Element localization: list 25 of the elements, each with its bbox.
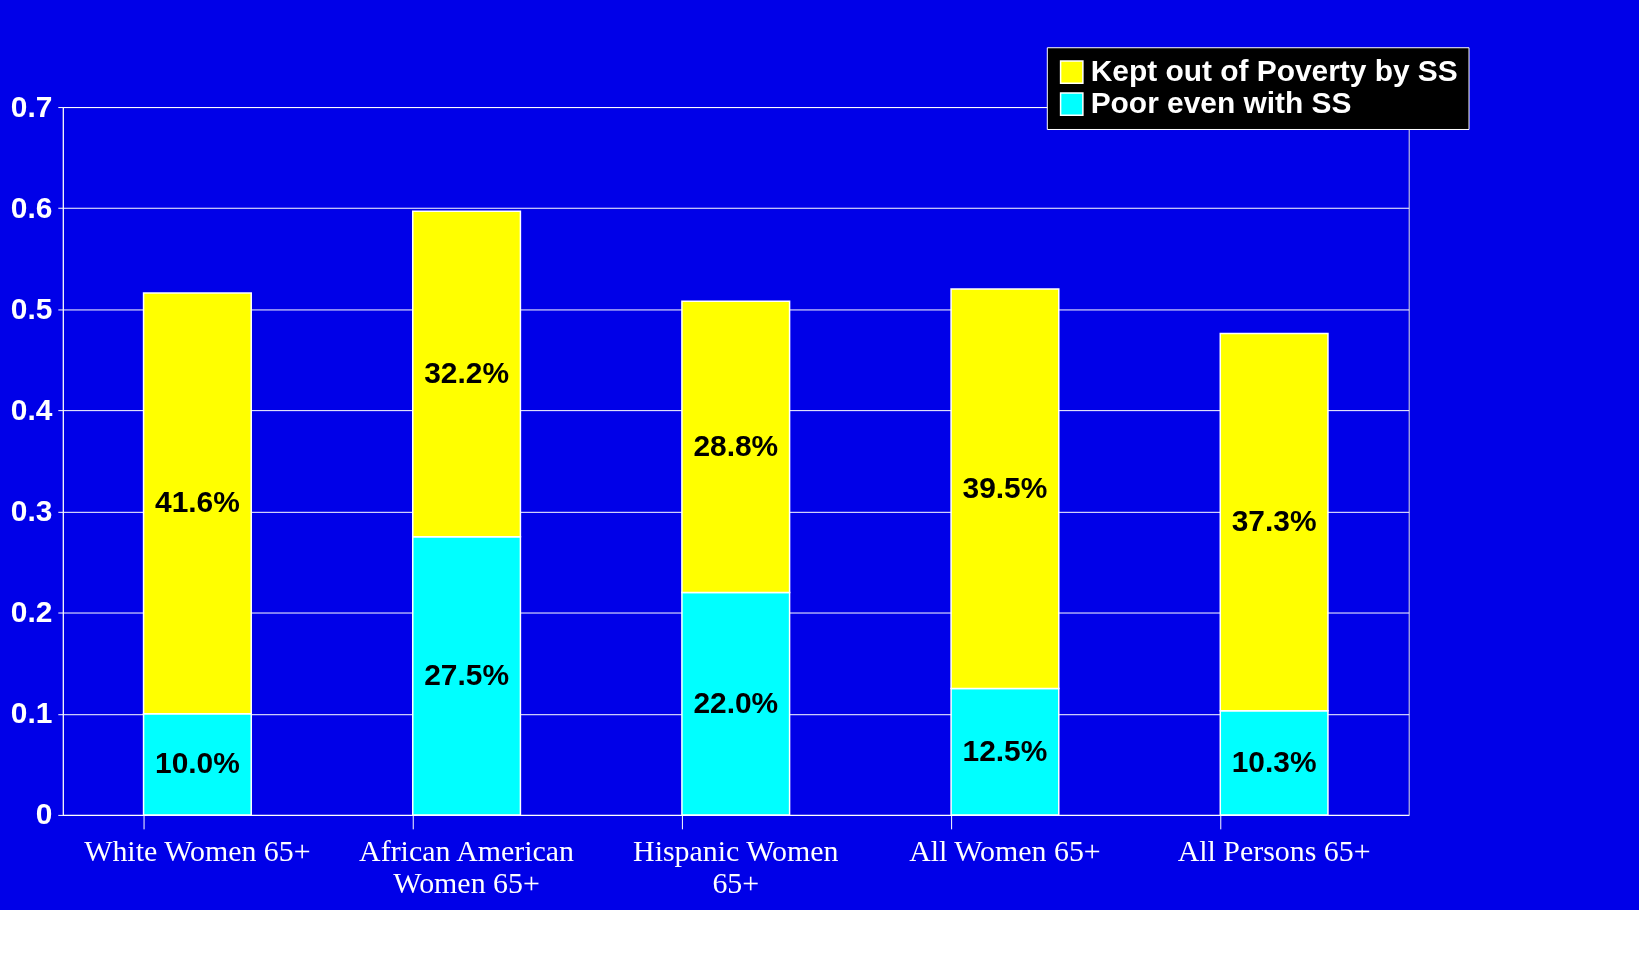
data-label: 12.5%: [962, 733, 1048, 767]
data-label: 27.5%: [424, 657, 509, 691]
data-label: 39.5%: [962, 470, 1048, 504]
y-tick-label: 0.5: [10, 291, 53, 325]
y-tick-label: 0.3: [10, 494, 53, 528]
data-label: 41.6%: [155, 485, 240, 519]
data-label: 10.0%: [155, 746, 240, 780]
data-label: 22.0%: [693, 685, 779, 719]
data-label: 28.8%: [693, 428, 779, 462]
y-tick-label: 0.1: [10, 696, 53, 730]
data-label: 32.2%: [424, 355, 509, 389]
y-tick-label: 0.6: [10, 190, 53, 224]
x-tick-label: Hispanic Women 65+: [633, 834, 839, 900]
data-label: 10.3%: [1231, 744, 1317, 778]
y-tick-label: 0.4: [10, 392, 53, 426]
x-tick-label: White Women 65+: [84, 834, 311, 868]
data-label: 37.3%: [1231, 504, 1317, 538]
x-tick-label: All Women 65+: [909, 834, 1101, 868]
x-tick-label: All Persons 65+: [1177, 834, 1371, 868]
y-tick-label: 0: [35, 797, 53, 831]
x-tick-label: African American Women 65+: [359, 834, 575, 900]
y-tick-label: 0.2: [10, 595, 53, 629]
legend-label: Poor even with SS: [1090, 86, 1352, 120]
y-tick-label: 0.7: [10, 89, 53, 123]
legend-label: Kept out of Poverty by SS: [1090, 54, 1458, 88]
